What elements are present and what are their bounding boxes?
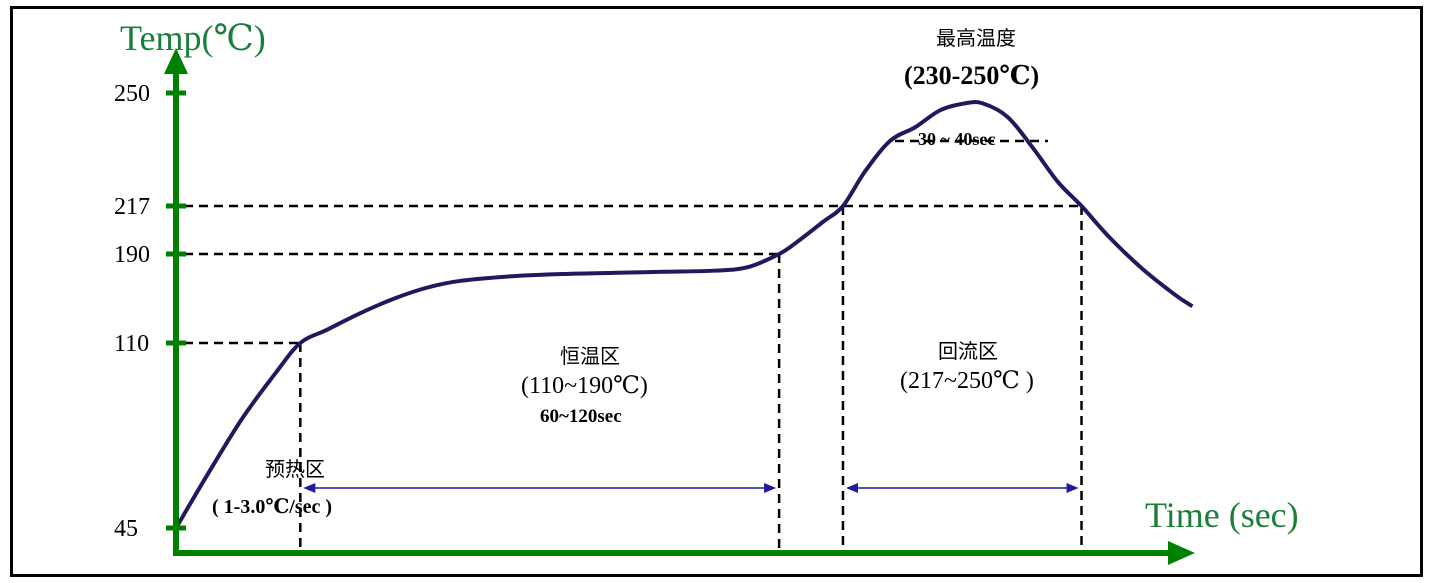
soak-range-label: (110~190℃) (521, 373, 648, 399)
soak-span-arrow-right-head (764, 483, 777, 493)
y-tick-label-45: 45 (114, 516, 138, 542)
preheat-zone-label: 预热区 (265, 458, 325, 481)
y-axis-title: Temp(℃) (120, 18, 266, 58)
y-tick-label-217: 217 (114, 194, 150, 220)
y-axis-arrowhead (164, 48, 188, 74)
guide-lines (184, 139, 1083, 553)
y-tick-label-190: 190 (114, 242, 150, 268)
reflow-span-arrow-left-head (845, 483, 858, 493)
y-tick-label-110: 110 (114, 331, 149, 357)
temperature-curve (174, 99, 1194, 530)
y-tick-label-250: 250 (114, 81, 150, 107)
chart-frame (10, 6, 1423, 577)
peak-range-label: (230-250℃) (904, 61, 1039, 90)
x-axis-title: Time (sec) (1145, 495, 1299, 535)
soak-zone-label: 恒温区 (560, 345, 620, 368)
reflow-zone-label: 回流区 (938, 340, 998, 363)
preheat-rate-label: ( 1-3.0℃/sec ) (212, 496, 332, 518)
peak-zone-label: 最高温度 (936, 27, 1016, 50)
soak-time-label: 60~120sec (540, 406, 622, 427)
chart-labels: Temp(℃) Time (sec) 最高温度 (230-250℃) 30 ~ … (120, 18, 1299, 535)
reflow-range-label: (217~250℃ ) (900, 368, 1034, 394)
zone-span-arrows (303, 483, 1079, 493)
soak-span-arrow-left-head (303, 483, 316, 493)
axes: 45 110 190 217 250 (114, 48, 1195, 565)
peak-time-label: 30 ~ 40sec (918, 129, 995, 149)
x-axis-arrowhead (1168, 541, 1195, 565)
reflow-span-arrow-right-head (1066, 483, 1079, 493)
